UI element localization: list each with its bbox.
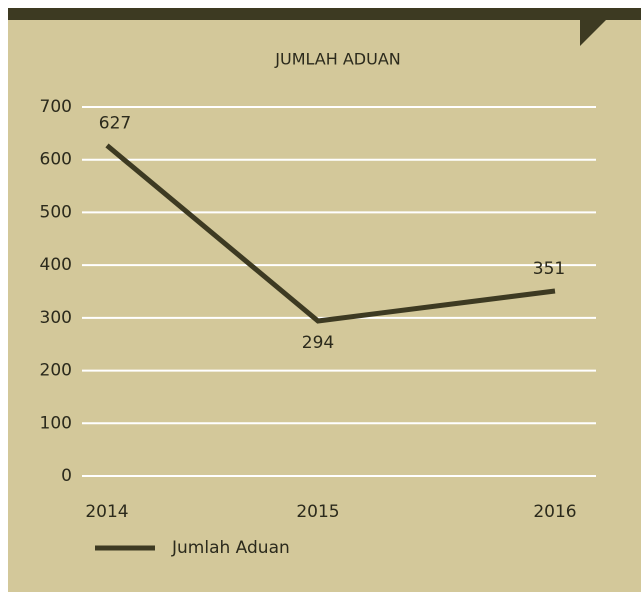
panel [8, 20, 641, 592]
data-label: 627 [99, 113, 131, 133]
legend-label: Jumlah Aduan [171, 538, 290, 558]
corner-flag [580, 20, 606, 46]
x-tick-label: 2015 [296, 502, 339, 522]
data-label: 351 [533, 259, 565, 279]
data-line [105, 143, 556, 324]
chart-title: JUMLAH ADUAN [274, 50, 400, 69]
y-tick-label: 200 [40, 361, 72, 381]
y-tick-label: 300 [40, 308, 72, 328]
y-tick-label: 500 [40, 202, 72, 222]
y-tick-label: 100 [40, 413, 72, 433]
y-tick-label: 600 [40, 150, 72, 170]
y-tick-label: 700 [40, 97, 72, 117]
x-tick-label: 2016 [533, 502, 576, 522]
y-tick-label: 0 [61, 466, 72, 486]
x-tick-label: 2014 [85, 502, 128, 522]
top-bar [8, 8, 641, 20]
y-tick-label: 400 [40, 255, 72, 275]
data-label: 294 [302, 333, 334, 353]
